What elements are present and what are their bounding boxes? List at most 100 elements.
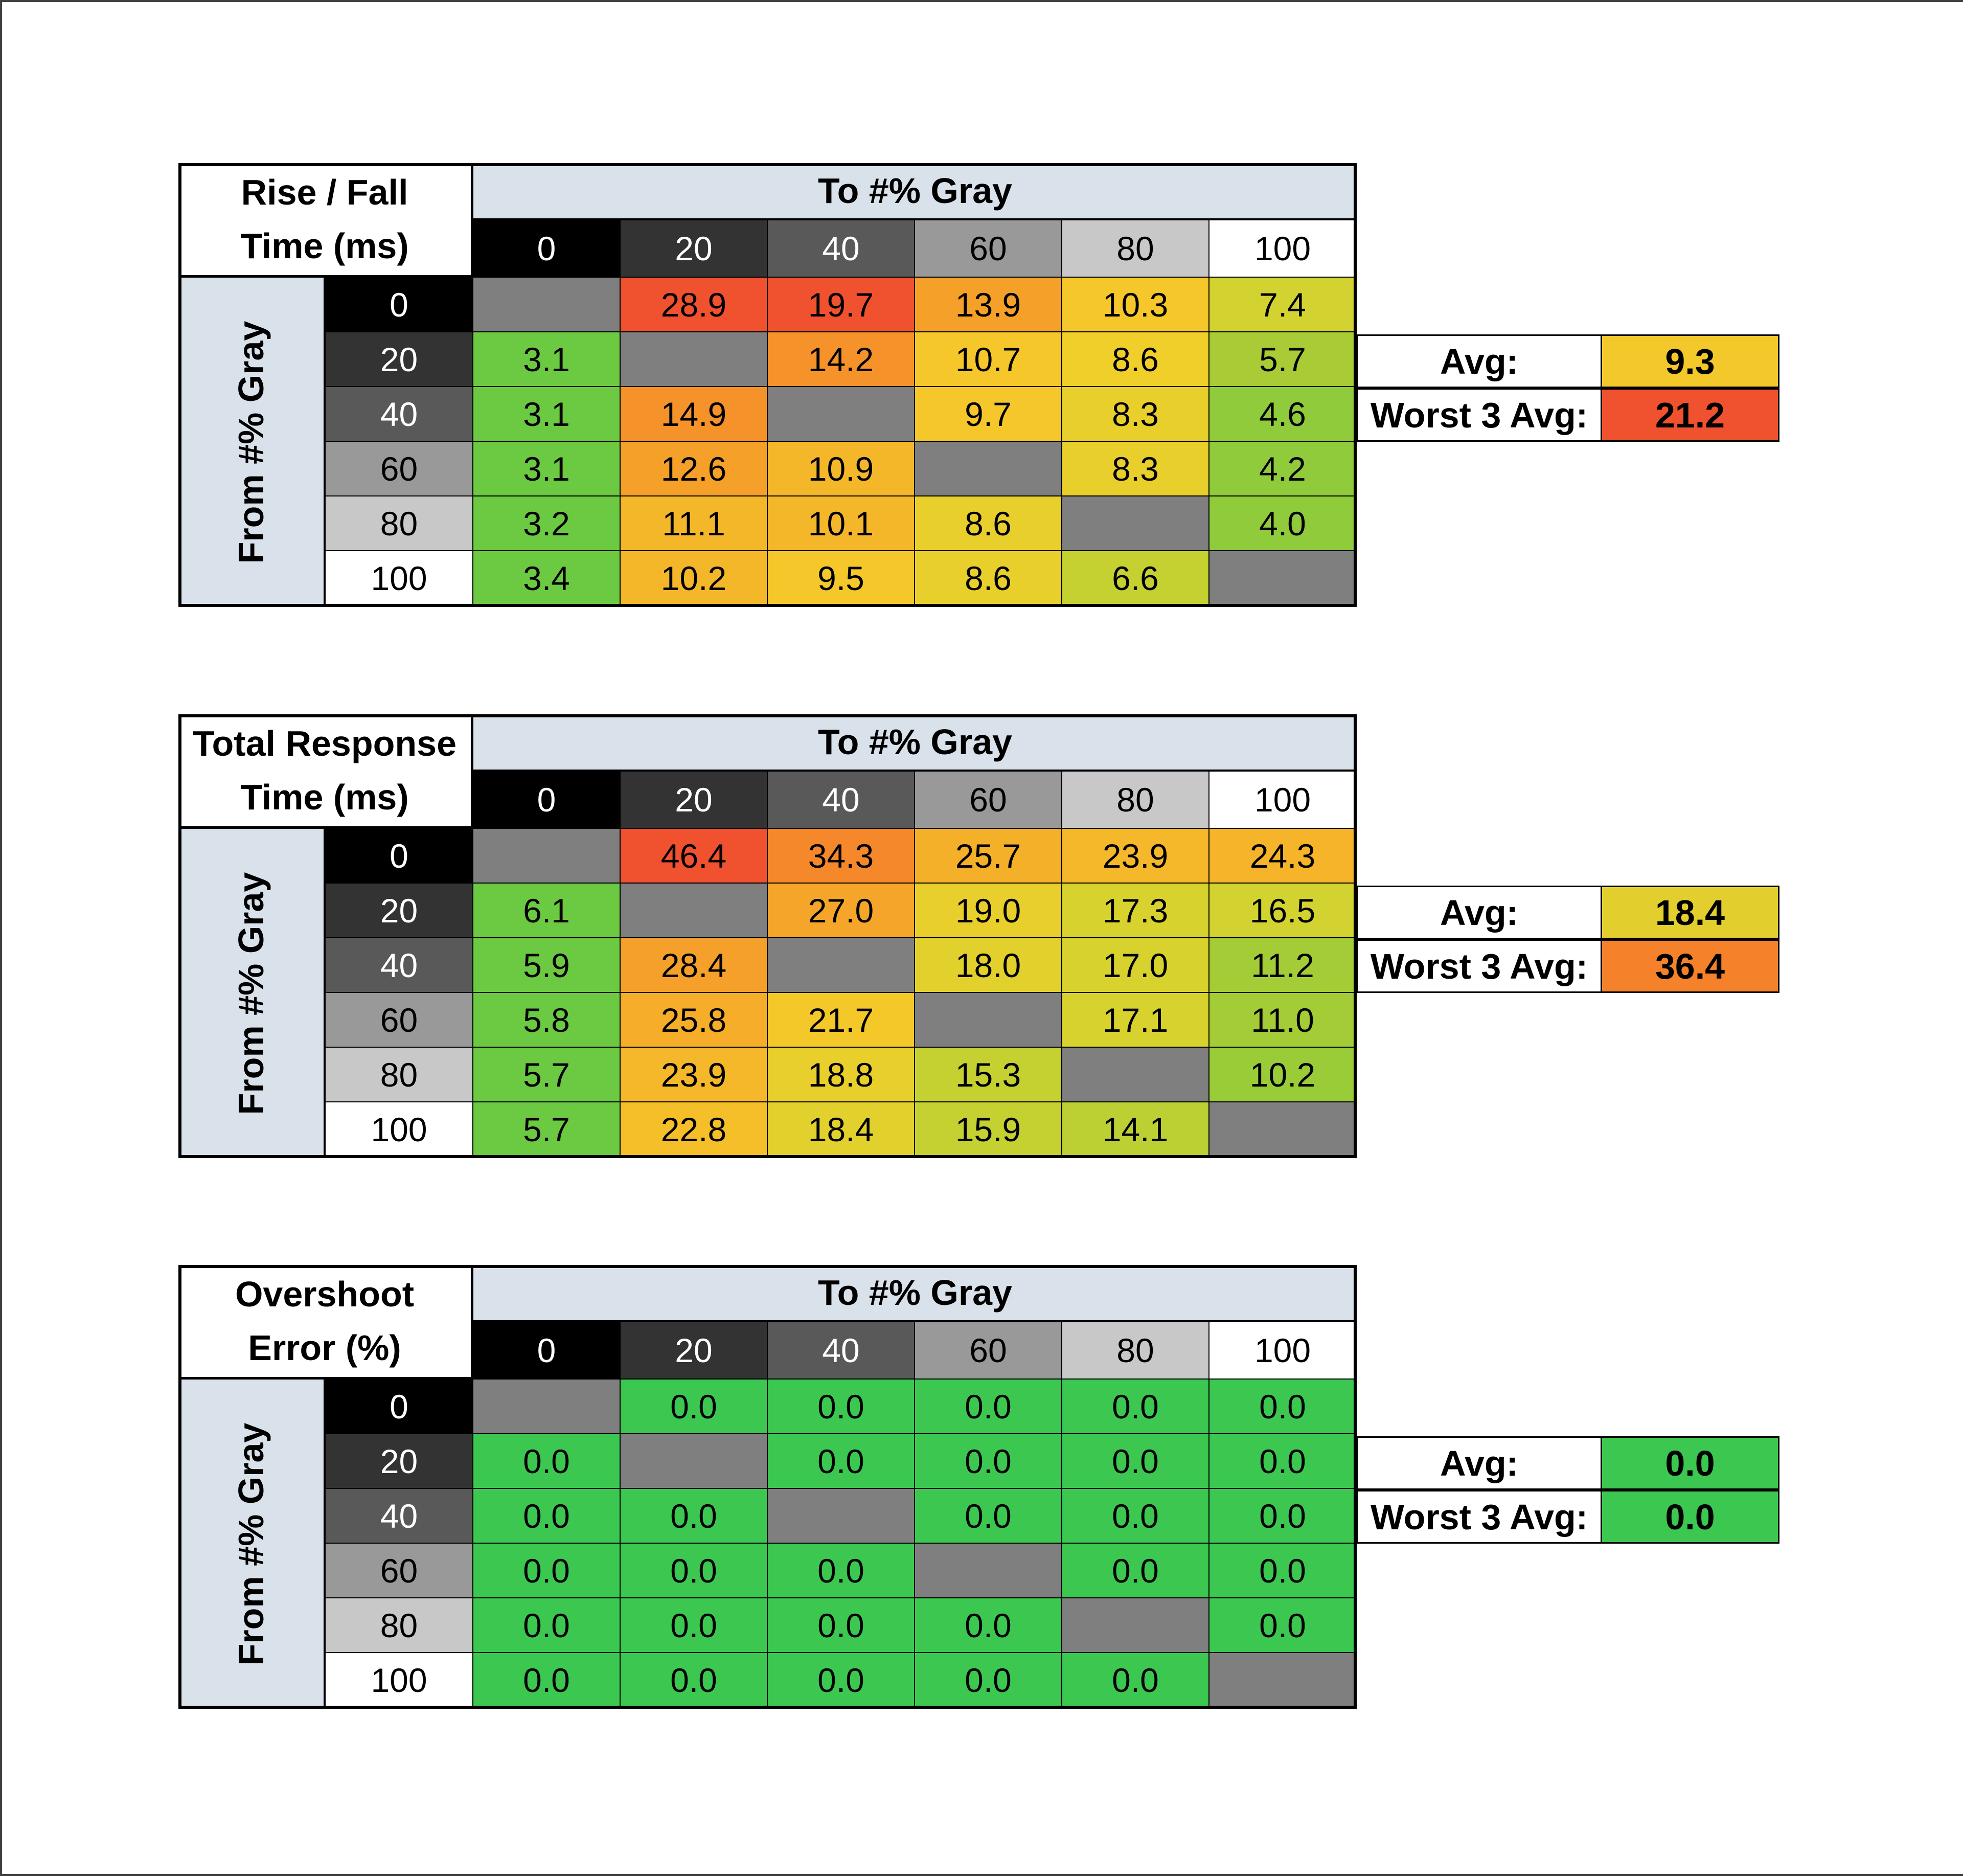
heatmap-cell: 0.0 <box>1062 1544 1209 1598</box>
heatmap-cell <box>915 1544 1062 1598</box>
heatmap-cell <box>473 1380 621 1434</box>
heatmap-cell: 3.4 <box>473 551 621 606</box>
avg-value: 9.3 <box>1601 334 1779 388</box>
panel-title-line: Overshoot <box>235 1274 415 1314</box>
panel-title: Rise / Fall Time (ms) <box>178 163 473 278</box>
row-label: 20 <box>326 884 473 938</box>
heatmap-cell: 17.1 <box>1062 993 1209 1048</box>
heatmap-cell: 10.3 <box>1062 278 1209 332</box>
to-gray-header: To #% Gray <box>473 163 1357 220</box>
heatmap-cell: 6.6 <box>1062 551 1209 606</box>
heatmap-cell <box>1209 1653 1357 1708</box>
heatmap-cell <box>621 332 768 387</box>
heatmap-cell: 27.0 <box>768 884 915 938</box>
heatmap-cell <box>768 938 915 993</box>
from-gray-header: From #% Gray <box>178 278 326 607</box>
column-label: 100 <box>1209 1322 1357 1380</box>
heatmap-cell: 17.3 <box>1062 884 1209 938</box>
heatmap-cell: 46.4 <box>621 829 768 884</box>
heatmap-cell <box>621 1434 768 1489</box>
heatmap-cell: 0.0 <box>1062 1380 1209 1434</box>
heatmap-cell <box>768 387 915 442</box>
heatmap-cell: 0.0 <box>915 1598 1062 1653</box>
heatmap-cell <box>473 278 621 332</box>
column-label: 20 <box>621 772 768 829</box>
heatmap-cell: 6.1 <box>473 884 621 938</box>
worst-3-avg-value: 0.0 <box>1601 1490 1779 1544</box>
worst-3-avg-label: Worst 3 Avg: <box>1356 939 1602 993</box>
from-gray-header-text: From #% Gray <box>231 872 271 1115</box>
column-label: 40 <box>768 772 915 829</box>
heatmap-cell: 0.0 <box>621 1380 768 1434</box>
heatmap-cell: 0.0 <box>1209 1489 1357 1544</box>
column-label: 40 <box>768 220 915 278</box>
heatmap-cell: 10.7 <box>915 332 1062 387</box>
heatmap-cell <box>768 1489 915 1544</box>
heatmap-cell: 23.9 <box>621 1048 768 1102</box>
heatmap-cell: 28.9 <box>621 278 768 332</box>
column-label: 40 <box>768 1322 915 1380</box>
column-label: 60 <box>915 220 1062 278</box>
heatmap-cell: 0.0 <box>621 1544 768 1598</box>
panel-title: Total Response Time (ms) <box>178 714 473 829</box>
from-gray-header: From #% Gray <box>178 1380 326 1709</box>
from-gray-header-text: From #% Gray <box>231 321 271 564</box>
avg-label: Avg: <box>1356 334 1602 388</box>
heatmap-cell: 9.7 <box>915 387 1062 442</box>
heatmap-cell: 19.0 <box>915 884 1062 938</box>
panel-title-line: Total Response <box>192 723 456 763</box>
column-label: 60 <box>915 772 1062 829</box>
heatmap-cell: 12.6 <box>621 442 768 496</box>
heatmap-cell: 21.7 <box>768 993 915 1048</box>
heatmap-cell: 0.0 <box>915 1380 1062 1434</box>
row-label: 80 <box>326 1048 473 1102</box>
column-label: 0 <box>473 1322 621 1380</box>
heatmap-cell: 17.0 <box>1062 938 1209 993</box>
to-gray-header: To #% Gray <box>473 1265 1357 1322</box>
row-label: 0 <box>326 1380 473 1434</box>
heatmap-cell: 22.8 <box>621 1102 768 1157</box>
row-label: 80 <box>326 496 473 551</box>
heatmap-cell: 15.3 <box>915 1048 1062 1102</box>
heatmap-cell <box>473 829 621 884</box>
heatmap-cell: 5.9 <box>473 938 621 993</box>
heatmap-cell: 0.0 <box>473 1434 621 1489</box>
heatmap-cell: 18.0 <box>915 938 1062 993</box>
column-label: 0 <box>473 772 621 829</box>
heatmap-cell: 13.9 <box>915 278 1062 332</box>
heatmap-cell: 0.0 <box>473 1598 621 1653</box>
heatmap-cell: 10.2 <box>1209 1048 1357 1102</box>
heatmap-cell <box>1062 496 1209 551</box>
column-label: 100 <box>1209 772 1357 829</box>
row-label: 100 <box>326 1653 473 1708</box>
row-label: 20 <box>326 332 473 387</box>
heatmap-cell: 0.0 <box>473 1544 621 1598</box>
column-label: 100 <box>1209 220 1357 278</box>
from-gray-header-text: From #% Gray <box>231 1422 271 1666</box>
heatmap-cell: 8.6 <box>915 551 1062 606</box>
heatmap-cell: 0.0 <box>1209 1544 1357 1598</box>
heatmap-cell: 0.0 <box>1209 1434 1357 1489</box>
heatmap-cell: 25.7 <box>915 829 1062 884</box>
heatmap-cell: 5.7 <box>473 1048 621 1102</box>
heatmap-cell: 0.0 <box>768 1598 915 1653</box>
heatmap-cell: 9.5 <box>768 551 915 606</box>
row-label: 60 <box>326 993 473 1048</box>
row-label: 0 <box>326 829 473 884</box>
panel-title-line: Time (ms) <box>240 777 409 817</box>
heatmap-cell: 18.8 <box>768 1048 915 1102</box>
row-label: 60 <box>326 1544 473 1598</box>
heatmap-cell: 0.0 <box>621 1489 768 1544</box>
row-label: 40 <box>326 1489 473 1544</box>
column-label: 80 <box>1062 220 1209 278</box>
heatmap-cell: 0.0 <box>473 1489 621 1544</box>
heatmap-cell: 8.3 <box>1062 387 1209 442</box>
heatmap-cell: 3.1 <box>473 442 621 496</box>
heatmap-cell: 18.4 <box>768 1102 915 1157</box>
row-label: 80 <box>326 1598 473 1653</box>
panel-title-line: Error (%) <box>248 1327 401 1368</box>
heatmap-cell: 10.9 <box>768 442 915 496</box>
heatmap-cell: 16.5 <box>1209 884 1357 938</box>
heatmap-cell: 0.0 <box>1062 1489 1209 1544</box>
heatmap-cell <box>1209 551 1357 606</box>
